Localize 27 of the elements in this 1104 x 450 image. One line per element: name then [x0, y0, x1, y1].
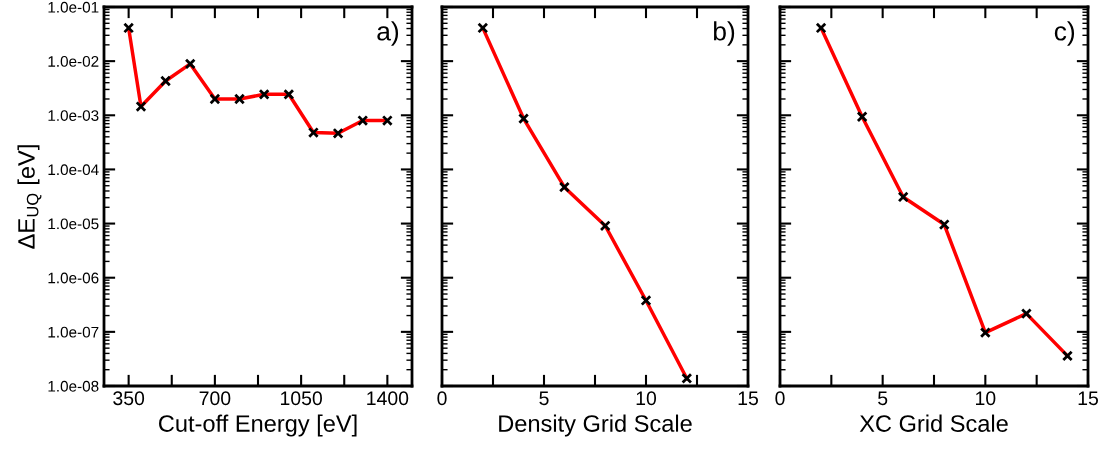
y-tick-label: 1.0e-05	[48, 218, 99, 230]
x-tick-label: 5	[539, 391, 549, 406]
y-tick-label: 1.0e-04	[48, 164, 99, 176]
x-axis-title: XC Grid Scale	[859, 414, 1008, 432]
x-tick-label: 15	[1078, 391, 1098, 406]
y-tick-label: 1.0e-07	[48, 326, 99, 338]
x-axis-title: Cut-off Energy [eV]	[159, 414, 357, 437]
y-tick-label: 1.0e-03	[48, 110, 99, 121]
x-tick-label: 350	[113, 391, 145, 406]
annotation: b)	[714, 21, 735, 46]
y-tick-label: 1.0e-01	[48, 1, 99, 13]
x-tick-label: 1400	[367, 391, 409, 406]
x-axis-title: Density Grid Scale	[499, 414, 692, 437]
x-tick-label: 0	[775, 391, 785, 406]
y-tick-label: 1.0e-06	[48, 272, 99, 284]
x-tick-label: 10	[976, 391, 996, 406]
x-tick-label: 0	[437, 391, 447, 406]
y-tick-label: 1.0e-02	[48, 56, 99, 67]
annotation: a)	[377, 21, 399, 46]
y-tick-label: 1.0e-08	[48, 380, 99, 392]
annotation: c)	[1054, 21, 1075, 46]
x-tick-label: 15	[738, 391, 758, 406]
x-tick-label: 10	[636, 391, 657, 406]
x-tick-label: 700	[199, 391, 231, 406]
x-tick-label: 5	[878, 391, 888, 406]
x-tick-label: 1050	[280, 391, 322, 406]
y-axis-title: ΔE$_{UQ}$ [eV]	[17, 145, 42, 249]
